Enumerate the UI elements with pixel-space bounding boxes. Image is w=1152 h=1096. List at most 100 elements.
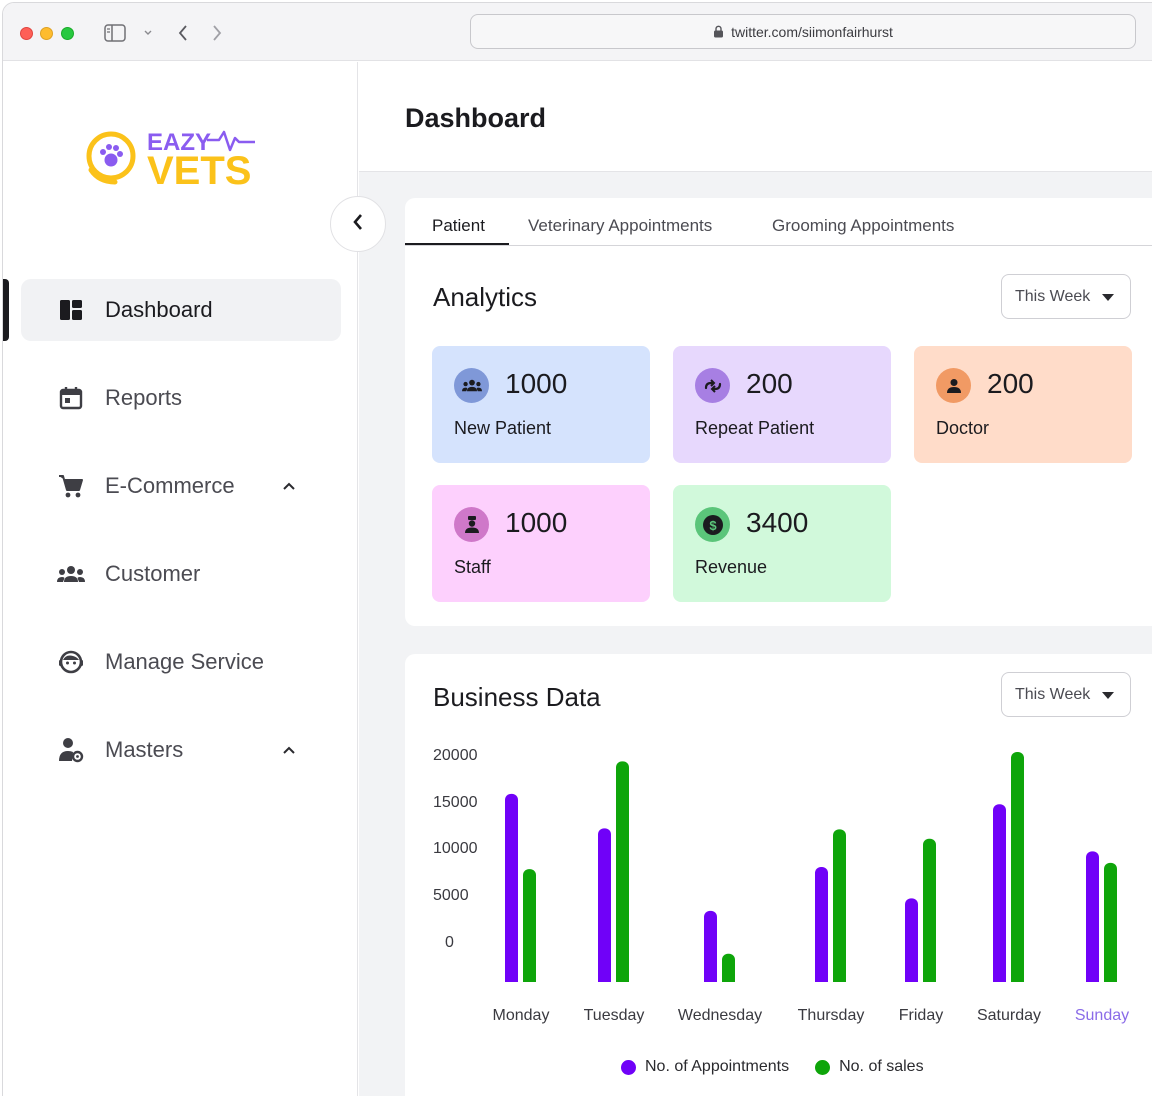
bar-baseline-mask [811,982,851,992]
analytics-card: Patient Veterinary Appointments Grooming… [405,198,1152,626]
legend-dot [815,1059,831,1075]
logo-text-eazy: EAZY [147,129,211,156]
analytics-range-select[interactable]: This Week [1001,274,1131,319]
lock-icon [713,25,724,38]
legend-dot [621,1059,636,1075]
stat-label: Revenue [695,557,768,577]
legend-label: No. of Appointments [645,1058,790,1075]
stat-label: New Patient [454,418,552,438]
bar-sales-friday[interactable] [923,838,936,988]
browser-titlebar: twitter.com/siimonfairhurst [3,3,1152,61]
sidebar-item-label: Manage Service [105,649,264,674]
bar-sales-sunday[interactable] [1104,862,1117,988]
sidebar-item-e-commerce[interactable]: E-Commerce [21,455,341,517]
maximize-window-button[interactable] [61,27,74,40]
stat-card-new-patient: 1000 New Patient [432,346,650,463]
main-content: Dashboard Patient Veterinary Appointment… [359,62,1152,1096]
y-tick-label: 5000 [433,887,469,904]
bar-baseline-mask [594,982,634,992]
bar-appointments-friday[interactable] [905,898,918,988]
stat-card-repeat-patient: 200 Repeat Patient [673,346,891,463]
sidebar-item-label: Dashboard [105,297,213,322]
svg-text:$: $ [709,518,717,533]
repeat-link-icon [695,368,730,403]
logo-text-vets: VETS [147,149,251,188]
tab-veterinary-appointments[interactable]: Veterinary Appointments [528,216,713,235]
address-bar[interactable]: twitter.com/siimonfairhurst [470,14,1136,49]
sidebar-item-customer[interactable]: Customer [21,543,341,605]
back-icon[interactable] [173,21,193,45]
bar-sales-thursday[interactable] [833,829,846,988]
support-agent-icon [57,648,85,676]
forward-icon[interactable] [207,21,227,45]
stat-card-staff: 1000 Staff [432,485,650,602]
page-title: Dashboard [405,103,547,133]
active-tab-underline [405,243,509,245]
bar-appointments-monday[interactable] [505,793,518,988]
cart-icon [57,472,85,500]
y-tick-label: 20000 [433,747,478,764]
chevron-left-icon [351,213,365,236]
group-icon [454,368,489,403]
chevron-down-icon[interactable] [141,21,155,45]
caret-down-icon [1102,692,1114,699]
legend-label: No. of sales [839,1058,924,1075]
bar-sales-monday[interactable] [523,869,536,988]
business-bar-chart: 20000 15000 10000 5000 0 Monday Tuesday Wednesd… [433,747,1129,1024]
tab-bar: Patient Veterinary Appointments Grooming… [405,198,1152,246]
bar-appointments-tuesday[interactable] [598,828,611,988]
stat-card-doctor: 200 Doctor [914,346,1132,463]
stat-value: 1000 [505,368,568,399]
sidebar-item-label: E-Commerce [105,473,235,498]
analytics-title: Analytics [433,282,538,312]
x-tick-label: Monday [493,1007,550,1024]
business-range-value: This Week [1015,685,1091,703]
bar-sales-tuesday[interactable] [616,761,629,988]
sidebar-item-manage-service[interactable]: Manage Service [21,631,341,693]
stat-value: 1000 [505,507,568,538]
active-nav-indicator [3,279,9,341]
dashboard-icon [57,296,85,324]
business-data-title: Business Data [433,682,601,712]
eazy-vets-logo: EAZY VETS [85,124,285,193]
sidebar-item-masters[interactable]: Masters [21,719,341,781]
bar-appointments-thursday[interactable] [815,867,828,988]
bar-baseline-mask [901,982,941,992]
sidebar: EAZY VETS Dashboard Reports E-Commerce [3,62,358,1096]
business-range-select[interactable]: This Week [1001,672,1131,717]
stat-label: Repeat Patient [695,418,815,438]
close-window-button[interactable] [20,27,33,40]
bar-sales-wednesday[interactable] [722,953,735,988]
business-data-card: Business Data This Week 20000 15000 10000 5… [405,654,1152,1096]
bar-baseline-mask [501,982,541,992]
y-tick-label: 0 [445,934,454,951]
sidebar-item-dashboard[interactable]: Dashboard [21,279,341,341]
stat-value: 200 [987,368,1034,399]
bar-appointments-saturday[interactable] [993,804,1006,988]
bar-appointments-sunday[interactable] [1086,851,1099,988]
stat-card-revenue: $ 3400 Revenue [673,485,891,602]
tab-patient[interactable]: Patient [432,216,485,235]
bar-sales-saturday[interactable] [1011,752,1024,988]
y-tick-label: 10000 [433,840,478,857]
chevron-up-icon[interactable] [279,476,299,496]
url-text: twitter.com/siimonfairhurst [731,23,893,40]
legend-item-sales: No. of sales [815,1058,924,1076]
x-tick-label: Tuesday [584,1007,645,1024]
bar-appointments-wednesday[interactable] [704,910,717,988]
bar-baseline-mask [989,982,1029,992]
user-settings-icon [57,736,85,764]
stat-value: 200 [746,368,793,399]
stat-value: 3400 [746,507,809,538]
tab-grooming-appointments[interactable]: Grooming Appointments [772,216,955,235]
chevron-up-icon[interactable] [279,740,299,760]
page-header: Dashboard [359,62,1152,172]
sidebar-toggle-icon[interactable] [103,21,127,45]
collapse-sidebar-button[interactable] [330,196,386,252]
sidebar-item-reports[interactable]: Reports [21,367,341,429]
x-tick-label: Thursday [798,1007,865,1024]
minimize-window-button[interactable] [40,27,53,40]
bar-baseline-mask [700,982,740,992]
chart-legend: No. of Appointments No. of sales [621,1058,950,1076]
